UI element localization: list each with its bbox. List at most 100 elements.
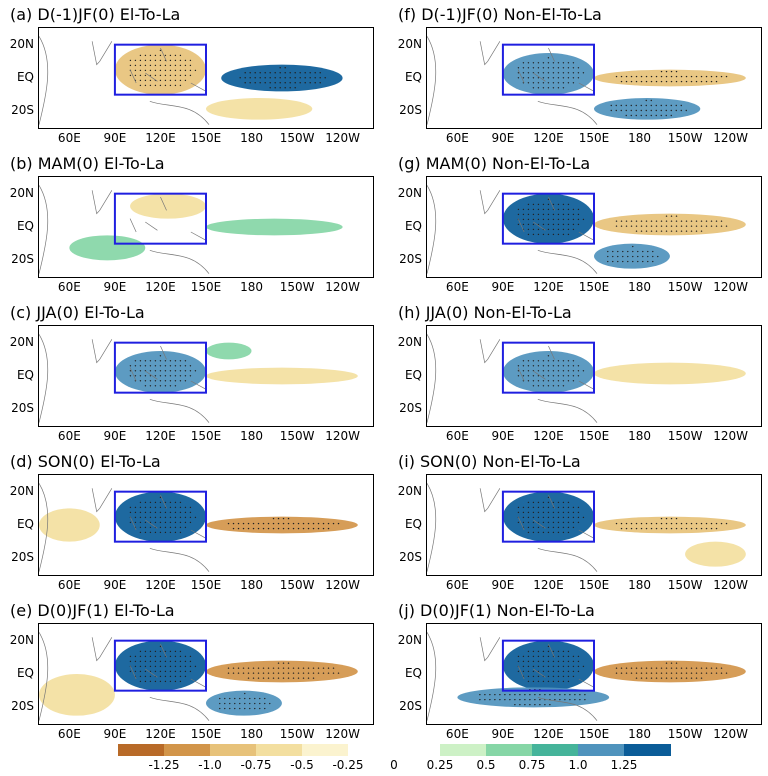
anomaly-region	[502, 640, 594, 691]
coastline	[427, 632, 598, 721]
y-tick-label: 20N	[9, 334, 34, 349]
x-tick-label: 150W	[667, 429, 703, 443]
significance-stipple	[227, 517, 340, 530]
anomaly-region	[502, 351, 594, 393]
x-tick-label: 150E	[190, 578, 222, 592]
x-tick-label: 180	[628, 727, 651, 741]
y-tick-label: EQ	[16, 219, 34, 233]
anomaly-region	[594, 516, 746, 534]
x-tick-label: 180	[628, 429, 651, 443]
significance-stipple	[517, 496, 585, 534]
index-box	[113, 341, 207, 394]
x-tick-label: 180	[240, 131, 263, 145]
x-tick-label: 120W	[713, 280, 749, 294]
coastline	[39, 632, 210, 721]
anomaly-region	[594, 69, 746, 87]
y-tick-label: 20N	[9, 632, 34, 647]
map-panel: (b) MAM(0) El-To-La 20N EQ 20S 60E 90E 120E 150…	[4, 155, 374, 303]
significance-stipple	[517, 355, 585, 387]
anomaly-region	[206, 367, 358, 385]
x-tick-label: 150W	[667, 727, 703, 741]
x-tick-label: 120W	[713, 578, 749, 592]
y-tick-label: EQ	[404, 368, 422, 382]
coastline	[427, 483, 598, 572]
x-tick-label: 150E	[578, 429, 610, 443]
panel-title: (f) D(-1)JF(0) Non-El-To-La	[398, 5, 602, 24]
y-tick-label: 20N	[397, 483, 422, 498]
x-tick-label: 120E	[533, 578, 564, 592]
map-frame	[426, 27, 762, 129]
x-tick-label: 120E	[533, 429, 564, 443]
x-tick-label: 60E	[445, 578, 469, 592]
colorbar-segment	[118, 744, 165, 756]
x-tick-label: 90E	[491, 429, 515, 443]
anomaly-region	[221, 64, 343, 92]
map-plot	[427, 185, 746, 274]
x-tick-label: 60E	[445, 727, 469, 741]
coastline	[39, 334, 210, 423]
index-box	[113, 43, 207, 96]
colorbar-segment	[210, 744, 257, 756]
coastline	[39, 185, 210, 274]
y-tick-label: 20S	[11, 103, 34, 118]
anomaly-region	[685, 541, 746, 567]
x-tick-label: 120W	[325, 429, 361, 443]
x-tick-label: 150W	[667, 131, 703, 145]
coastline	[427, 36, 598, 125]
x-tick-label: 180	[628, 280, 651, 294]
y-tick-label: 20N	[397, 334, 422, 349]
panel-title: (h) JJA(0) Non-El-To-La	[398, 303, 572, 322]
index-box	[501, 341, 595, 394]
significance-stipple	[517, 198, 585, 236]
x-tick-label: 120E	[145, 280, 176, 294]
map-plot	[427, 36, 746, 125]
anomaly-region	[502, 53, 594, 95]
y-tick-label: EQ	[16, 517, 34, 531]
x-tick-label: 150W	[279, 280, 315, 294]
anomaly-region	[69, 235, 146, 261]
anomaly-region	[206, 98, 313, 120]
y-tick-label: 20N	[397, 185, 422, 200]
index-box	[501, 192, 595, 245]
panel-title: (j) D(0)JF(1) Non-El-To-La	[398, 601, 595, 620]
x-tick-label: 120E	[145, 727, 176, 741]
x-tick-label: 120E	[533, 280, 564, 294]
index-box	[501, 490, 595, 543]
y-tick-label: 20S	[11, 699, 34, 714]
y-tick-label: 20N	[397, 632, 422, 647]
colorbar-tick-label: 0.75	[518, 758, 546, 772]
x-tick-label: 150W	[279, 727, 315, 741]
map-panel: (g) MAM(0) Non-El-To-La 20N EQ 20S 60E 90E 120…	[392, 155, 762, 303]
x-tick-label: 90E	[103, 578, 127, 592]
x-tick-label: 150E	[190, 280, 222, 294]
x-tick-label: 60E	[57, 578, 81, 592]
x-tick-label: 120W	[713, 727, 749, 741]
y-tick-label: EQ	[404, 70, 422, 84]
significance-stipple	[517, 645, 585, 683]
colorbar-segment	[256, 744, 303, 756]
x-tick-label: 120W	[713, 429, 749, 443]
panel-title: (g) MAM(0) Non-El-To-La	[398, 154, 591, 173]
coastline	[39, 36, 210, 125]
x-tick-label: 90E	[103, 280, 127, 294]
significance-stipple	[517, 57, 585, 89]
x-tick-label: 60E	[445, 280, 469, 294]
anomaly-region	[206, 690, 282, 716]
significance-stipple	[239, 67, 326, 89]
colorbar-segment	[532, 744, 579, 756]
map-panel: (i) SON(0) Non-El-To-La 20N EQ 20S 60E 90E 120…	[392, 453, 762, 601]
x-tick-label: 90E	[103, 429, 127, 443]
colorbar-segment	[348, 744, 395, 756]
y-tick-label: 20S	[399, 550, 422, 565]
y-tick-label: EQ	[16, 666, 34, 680]
anomaly-region	[206, 342, 252, 360]
x-tick-label: 180	[240, 727, 263, 741]
colorbar-tick-label: 1.0	[568, 758, 588, 772]
colorbar-segment	[394, 744, 441, 756]
index-box	[501, 43, 595, 96]
y-tick-label: 20N	[397, 36, 422, 51]
map-panel: (e) D(0)JF(1) El-To-La 20N EQ 20S 60E 90E 120E…	[4, 602, 374, 750]
y-tick-label: 20S	[11, 401, 34, 416]
map-frame	[38, 27, 374, 129]
y-tick-label: 20S	[399, 103, 422, 118]
